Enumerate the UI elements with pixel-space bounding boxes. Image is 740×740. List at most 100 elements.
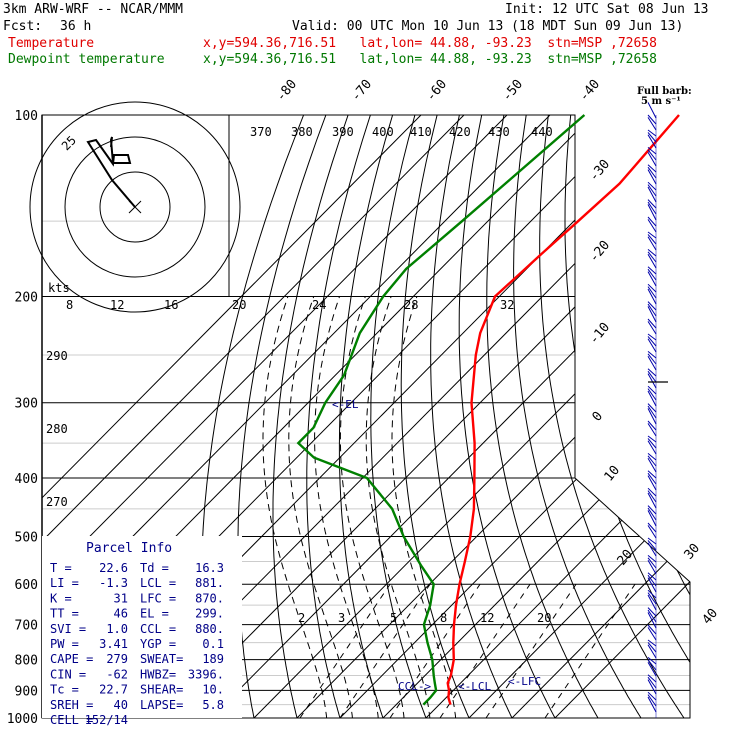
isotherm-line (210, 115, 690, 718)
theta-e-label: 440 (531, 125, 553, 139)
right-temp-label: 10 (602, 463, 624, 485)
parcel-info-box (42, 536, 242, 718)
hodograph-ring (64, 136, 206, 278)
parcel-key: LCL = (140, 576, 176, 590)
right-temp-label: 30 (682, 541, 704, 563)
theta-label: 280 (46, 422, 68, 436)
parcel-key: CAPE = (50, 652, 93, 666)
pressure-label: 800 (15, 654, 38, 669)
parcel-value: 40 (114, 698, 128, 712)
forecast-label: Fcst: (3, 19, 43, 34)
mixing-ratio-label: 2 (298, 611, 305, 625)
parcel-value: 5.8 (202, 698, 224, 712)
forecast-hours: 36 h (60, 19, 92, 34)
parcel-value: 22.7 (99, 683, 128, 697)
parcel-key: SREH = (50, 698, 93, 712)
dry-adiabat (681, 115, 690, 718)
barb-legend-title: Full barb: (637, 86, 692, 97)
parcel-value: 881. (195, 576, 224, 590)
theta-e-label: 380 (291, 125, 313, 139)
parcel-value: 16.3 (195, 561, 224, 575)
parcel-key: CCL = (140, 622, 176, 636)
speed-label: 12 (110, 298, 124, 312)
mixing-ratio-label: 8 (440, 611, 447, 625)
mixing-ratio-line (339, 583, 431, 718)
mixing-ratio-line (389, 583, 481, 718)
parcel-key: TT = (50, 607, 79, 621)
parcel-key: PW = (50, 637, 79, 651)
right-temp-label: 0 (590, 409, 607, 425)
mixing-ratio-line (299, 583, 391, 718)
theta-e-label: 420 (449, 125, 471, 139)
parcel-value: -1.3 (99, 576, 128, 590)
top-temp-label: -60 (424, 77, 451, 105)
parcel-value: 880. (195, 622, 224, 636)
pressure-label: 300 (15, 397, 38, 412)
dewpoint-trace (296, 114, 586, 706)
parcel-value: 0.1 (202, 637, 224, 651)
moist-adiabat (314, 296, 380, 718)
parcel-key: K = (50, 591, 72, 605)
hodograph-unit-label: kts (48, 281, 70, 295)
isotherm-line (42, 115, 465, 718)
valid-time: Valid: 00 UTC Mon 10 Jun 13 (18 MDT Sun … (292, 19, 684, 34)
parcel-key: LFC = (140, 591, 176, 605)
speed-label: 8 (66, 298, 73, 312)
moist-adiabat (262, 296, 328, 718)
speed-label: 32 (500, 298, 514, 312)
parcel-value: 189 (202, 652, 224, 666)
dry-adiabat (272, 115, 349, 718)
parcel-key: HWBZ= (140, 667, 176, 681)
right-temp-label: -10 (587, 320, 614, 348)
hodograph-ring-label: 25 (59, 133, 79, 153)
parcel-key: LAPSE= (140, 698, 183, 712)
speed-label: 24 (312, 298, 326, 312)
barb-legend-unit: 5 m s⁻¹ (641, 96, 681, 107)
wind-barbs (647, 102, 657, 713)
mixing-ratio-line (544, 583, 636, 718)
ccl-marker: CCL-> (398, 680, 431, 693)
pressure-label: 200 (15, 291, 38, 306)
isotherm-line (382, 115, 690, 718)
isotherm-line (253, 115, 690, 718)
top-temp-label: -40 (577, 77, 604, 105)
moist-adiabat (339, 296, 406, 718)
right-temp-label: 20 (615, 547, 637, 569)
dry-adiabat (513, 115, 650, 718)
parcel-key: YGP = (140, 637, 176, 651)
hodograph-ring (29, 101, 241, 313)
pressure-label: 400 (15, 472, 38, 487)
temperature-trace (446, 114, 680, 705)
dry-adiabat (613, 115, 690, 718)
speed-label: 16 (164, 298, 178, 312)
dry-adiabat (400, 115, 476, 718)
dry-adiabat (430, 115, 519, 718)
isotherm-line (511, 115, 690, 718)
pressure-label: 900 (15, 684, 38, 699)
parcel-key: SWEAT= (140, 652, 183, 666)
dewpoint-location: x,y=594.36,716.51 lat,lon= 44.88, -93.23… (203, 52, 657, 67)
parcel-value: 31 (114, 591, 128, 605)
mixing-ratio-label: 20 (537, 611, 551, 625)
dry-adiabat (539, 115, 690, 718)
temperature-legend: Temperature (8, 36, 95, 51)
dry-adiabat (659, 115, 690, 718)
parcel-value: 22.6 (99, 561, 128, 575)
mixing-ratio-label: 3 (338, 611, 345, 625)
parcel-value: 279 (106, 652, 128, 666)
temperature-location: x,y=594.36,716.51 lat,lon= 44.88, -93.23… (203, 36, 657, 51)
pressure-label: 700 (15, 619, 38, 634)
parcel-key: Td = (140, 561, 169, 575)
isotherm-line (339, 115, 690, 718)
isotherm-line (468, 115, 690, 718)
parcel-key: SVI = (50, 622, 86, 636)
top-temp-label: -80 (274, 77, 301, 105)
dry-adiabat (589, 115, 690, 718)
parcel-value: 3396. (188, 667, 224, 681)
parcel-key: CIN = (50, 667, 86, 681)
moist-adiabat (365, 296, 432, 718)
moist-adiabat (288, 296, 354, 718)
pressure-label: 600 (15, 578, 38, 593)
